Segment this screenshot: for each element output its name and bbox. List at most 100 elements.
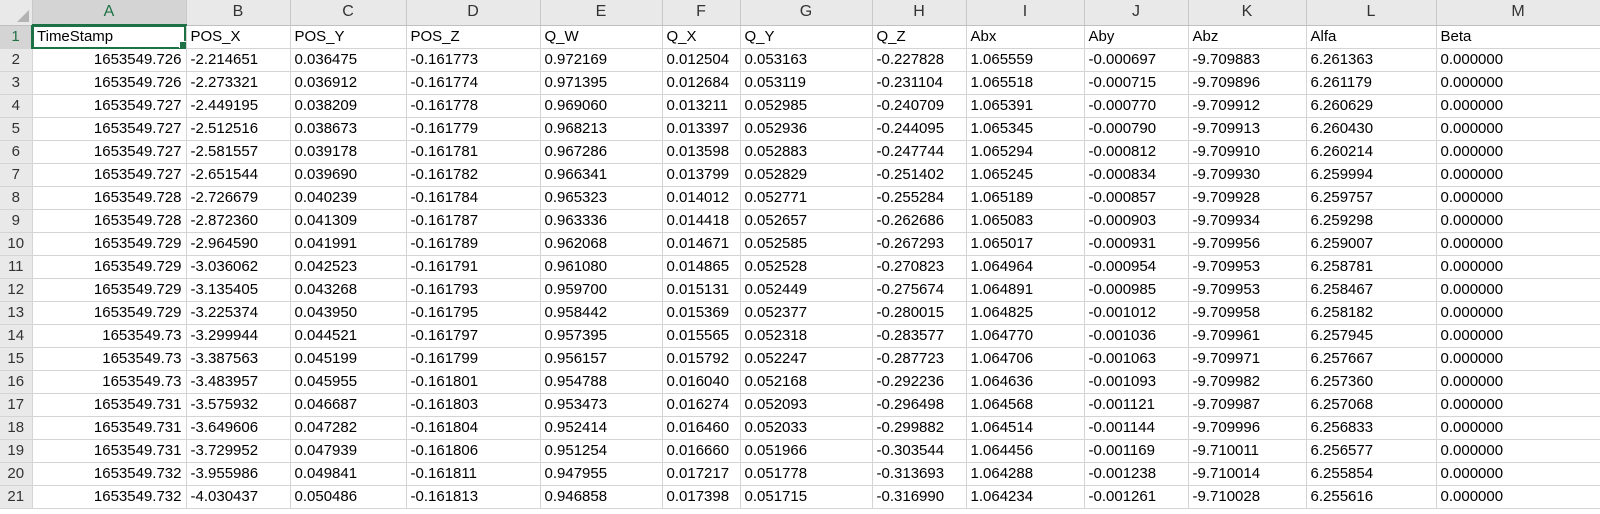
cell[interactable]: 0.038209	[290, 94, 407, 118]
cell[interactable]: 0.042523	[290, 255, 407, 279]
cell[interactable]: -0.161784	[406, 186, 541, 210]
cell[interactable]: 0.052936	[740, 117, 873, 141]
cell[interactable]: -3.299944	[186, 324, 291, 348]
cell[interactable]: 1653549.729	[32, 255, 187, 279]
cell[interactable]: -9.709961	[1188, 324, 1307, 348]
cell[interactable]: 0.971395	[540, 71, 663, 95]
cell[interactable]: 0.015565	[662, 324, 741, 348]
cell[interactable]: 6.259298	[1306, 209, 1437, 233]
cell[interactable]: Q_Z	[872, 25, 967, 49]
cell[interactable]: -9.710014	[1188, 462, 1307, 486]
cell[interactable]: -9.709958	[1188, 301, 1307, 325]
column-header-k[interactable]: K	[1188, 0, 1307, 26]
column-header-g[interactable]: G	[740, 0, 873, 26]
cell[interactable]: 0.052985	[740, 94, 873, 118]
cell[interactable]: Alfa	[1306, 25, 1437, 49]
cell[interactable]: -9.709971	[1188, 347, 1307, 371]
cell[interactable]: 0.000000	[1436, 370, 1600, 394]
cell[interactable]: 0.000000	[1436, 255, 1600, 279]
cell[interactable]: 0.000000	[1436, 209, 1600, 233]
column-header-l[interactable]: L	[1306, 0, 1437, 26]
cell[interactable]: -0.000697	[1084, 48, 1189, 72]
cell[interactable]: -0.000985	[1084, 278, 1189, 302]
cell[interactable]: 0.052585	[740, 232, 873, 256]
cell[interactable]: 0.000000	[1436, 278, 1600, 302]
cell[interactable]: 0.014012	[662, 186, 741, 210]
cell[interactable]: 0.045955	[290, 370, 407, 394]
cell[interactable]: -0.244095	[872, 117, 967, 141]
cell[interactable]: -0.283577	[872, 324, 967, 348]
cell[interactable]: 0.046687	[290, 393, 407, 417]
fill-handle[interactable]	[178, 41, 185, 48]
cell[interactable]: 0.015792	[662, 347, 741, 371]
cell[interactable]: 0.052168	[740, 370, 873, 394]
select-all-corner[interactable]	[0, 0, 33, 26]
cell[interactable]: 6.260214	[1306, 140, 1437, 164]
cell[interactable]: 0.053119	[740, 71, 873, 95]
cell[interactable]: 0.052829	[740, 163, 873, 187]
row-header[interactable]: 12	[0, 278, 33, 302]
cell[interactable]: 0.000000	[1436, 71, 1600, 95]
cell[interactable]: Abz	[1188, 25, 1307, 49]
row-header[interactable]: 3	[0, 71, 33, 95]
cell[interactable]: 0.052247	[740, 347, 873, 371]
cell[interactable]: 6.256577	[1306, 439, 1437, 463]
cell[interactable]: 1.064568	[966, 393, 1085, 417]
cell[interactable]: -0.001093	[1084, 370, 1189, 394]
cell[interactable]: -0.001012	[1084, 301, 1189, 325]
row-header[interactable]: 1	[0, 25, 33, 49]
cell[interactable]: 0.000000	[1436, 140, 1600, 164]
cell[interactable]: 1653549.726	[32, 48, 187, 72]
cell[interactable]: 0.013598	[662, 140, 741, 164]
cell[interactable]: 0.946858	[540, 485, 663, 509]
row-header[interactable]: 4	[0, 94, 33, 118]
cell[interactable]: Beta	[1436, 25, 1600, 49]
cell[interactable]: -0.161813	[406, 485, 541, 509]
column-header-e[interactable]: E	[540, 0, 663, 26]
cell[interactable]: -9.709982	[1188, 370, 1307, 394]
cell[interactable]: 6.257667	[1306, 347, 1437, 371]
cell[interactable]: 0.047939	[290, 439, 407, 463]
cell[interactable]: -9.709913	[1188, 117, 1307, 141]
cell[interactable]: 0.953473	[540, 393, 663, 417]
cell[interactable]: 0.968213	[540, 117, 663, 141]
cell[interactable]: -0.161789	[406, 232, 541, 256]
cell[interactable]: 0.051966	[740, 439, 873, 463]
cell[interactable]: 0.038673	[290, 117, 407, 141]
cell[interactable]: 1653549.73	[32, 347, 187, 371]
cell[interactable]: -0.287723	[872, 347, 967, 371]
cell[interactable]: 0.036475	[290, 48, 407, 72]
cell[interactable]: -9.709930	[1188, 163, 1307, 187]
cell[interactable]: 0.014865	[662, 255, 741, 279]
cell[interactable]: 0.016040	[662, 370, 741, 394]
column-header-m[interactable]: M	[1436, 0, 1600, 26]
cell[interactable]: 1653549.731	[32, 439, 187, 463]
cell[interactable]: POS_Z	[406, 25, 541, 49]
cell[interactable]: 0.000000	[1436, 485, 1600, 509]
cell[interactable]: 0.041991	[290, 232, 407, 256]
cell[interactable]: 0.052883	[740, 140, 873, 164]
cell[interactable]: 0.013397	[662, 117, 741, 141]
cell[interactable]: 0.043268	[290, 278, 407, 302]
cell[interactable]: 0.956157	[540, 347, 663, 371]
cell[interactable]: 0.965323	[540, 186, 663, 210]
cell[interactable]: 1653549.732	[32, 485, 187, 509]
cell[interactable]: 1.065294	[966, 140, 1085, 164]
cell[interactable]: -0.001121	[1084, 393, 1189, 417]
row-header[interactable]: 9	[0, 209, 33, 233]
cell[interactable]: 0.039178	[290, 140, 407, 164]
cell[interactable]: -9.709987	[1188, 393, 1307, 417]
cell[interactable]: 0.050486	[290, 485, 407, 509]
cell[interactable]: 1653549.731	[32, 416, 187, 440]
row-header[interactable]: 13	[0, 301, 33, 325]
cell[interactable]: 0.012684	[662, 71, 741, 95]
cell[interactable]: 1.064234	[966, 485, 1085, 509]
cell[interactable]: -0.303544	[872, 439, 967, 463]
row-header[interactable]: 17	[0, 393, 33, 417]
cell[interactable]: -2.726679	[186, 186, 291, 210]
cell[interactable]: 6.261179	[1306, 71, 1437, 95]
cell[interactable]: -2.964590	[186, 232, 291, 256]
cell[interactable]: -0.247744	[872, 140, 967, 164]
cell[interactable]: 6.257068	[1306, 393, 1437, 417]
cell[interactable]: -0.000903	[1084, 209, 1189, 233]
